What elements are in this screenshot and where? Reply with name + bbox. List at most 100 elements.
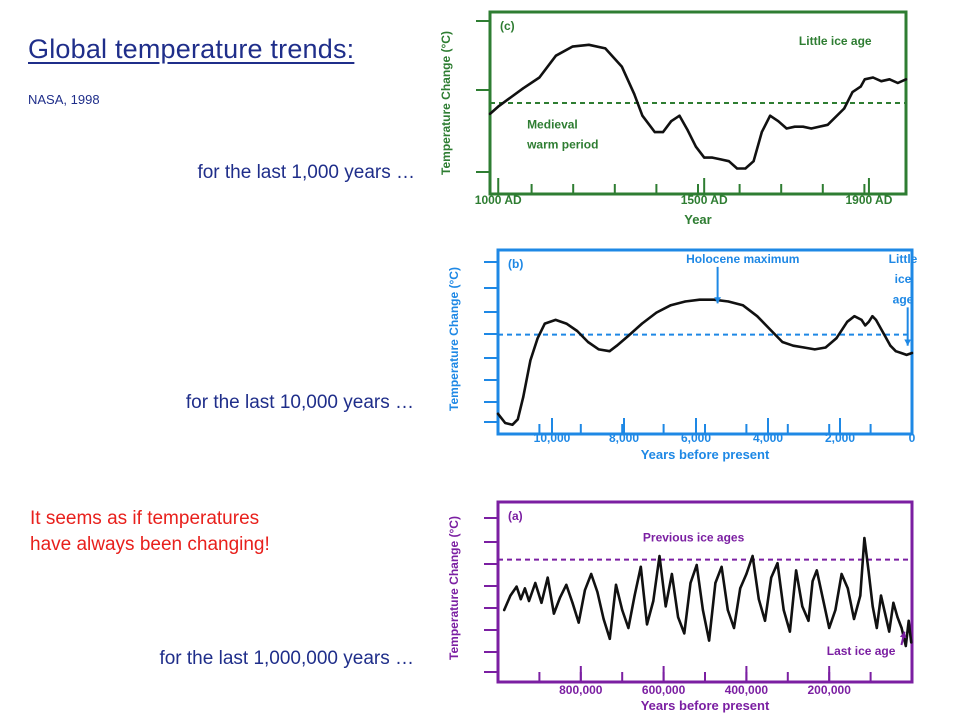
data-point [527,599,531,603]
data-point [621,608,624,612]
data-point [751,554,754,558]
data-point [785,127,788,130]
data-point [900,351,903,355]
data-point [792,344,795,347]
data-point [824,346,827,349]
data-point [744,167,747,170]
data-point [907,619,910,622]
data-point [727,300,730,303]
data-point [641,114,644,117]
x-tick-label: 10,000 [534,431,571,445]
data-point [540,601,543,604]
temperature-note: It seems as if temperatures have always … [30,506,270,558]
source-label: NASA, 1998 [28,92,100,107]
data-point [739,587,742,590]
data-point [846,320,849,323]
data-point [640,322,644,325]
data-point [626,335,629,338]
annotation-label: Holocene maximum [686,252,799,266]
data-point [536,337,539,340]
data-point [852,617,856,621]
data-point [719,158,722,161]
data-point [653,131,656,134]
data-point [853,315,856,318]
data-point [565,583,568,586]
data-point [703,156,706,159]
data-point [863,536,866,540]
data-point [583,589,586,592]
data-point [889,344,892,347]
data-point [835,337,838,340]
data-point [900,626,903,630]
data-point [888,630,891,633]
data-point [726,608,729,612]
data-point [596,590,599,594]
x-tick-label: 1900 AD [845,193,892,207]
data-point [871,315,874,318]
data-point [521,87,525,90]
annotation-label: Last ice age [827,644,896,658]
annotation-label: Little [889,252,918,266]
data-point [670,572,673,576]
data-point [534,581,537,585]
panel-label: (b) [508,257,523,271]
data-point [821,598,825,601]
y-axis-label: Temperature Change (°C) [447,267,461,411]
data-point [620,65,623,68]
data-point [802,346,806,349]
data-point [793,125,796,128]
caption-10000-years: for the last 10,000 years … [185,392,414,413]
data-point [777,120,780,123]
data-point [896,81,899,85]
data-point [658,554,661,558]
data-point [732,626,736,630]
data-point [864,324,867,327]
data-point [757,598,760,601]
chart-last-1000-years: Temperature Change (°C) 1000 AD 1500 AD 190… [439,10,908,227]
data-point [874,318,878,321]
data-point [608,350,611,353]
data-point [863,78,866,81]
data-point [896,616,899,619]
data-point [633,92,636,95]
data-point [554,54,557,57]
data-point [633,594,636,597]
panel-label: (a) [508,509,523,523]
data-point [910,641,913,644]
data-point [776,562,779,565]
caption-1000-years: for the last 1,000 years … [197,162,415,183]
x-axis-title: Year [684,212,711,227]
data-point [615,344,618,347]
data-point [695,563,698,567]
data-point [888,78,891,81]
data-point [571,45,574,48]
data-point [788,630,791,633]
annotation-label: age [893,292,914,306]
data-point [684,300,687,303]
caption-1000000-years: for the last 1,000,000 years … [159,648,414,669]
data-point [840,572,843,576]
x-tick-label: 400,000 [725,683,769,697]
data-point [714,581,717,585]
data-point [843,107,846,110]
x-tick-label: 2,000 [825,431,855,445]
data-point [509,96,512,99]
data-point [760,131,763,134]
data-point [627,626,630,630]
data-point [686,129,689,132]
annotation-label: Previous ice ages [643,531,745,545]
x-tick-label: 4,000 [753,431,783,445]
data-point [815,569,818,572]
x-tick-label: 1000 AD [475,193,522,207]
data-point [504,421,507,425]
data-point [571,601,574,604]
data-point [880,80,883,83]
data-point [652,599,655,603]
data-point [516,418,519,421]
x-tick-label: 6,000 [681,431,711,445]
data-point [846,587,849,590]
data-point [741,304,744,307]
y-axis-label: Temperature Change (°C) [447,516,461,660]
temperature-series-line [502,536,913,648]
data-point [711,156,714,159]
